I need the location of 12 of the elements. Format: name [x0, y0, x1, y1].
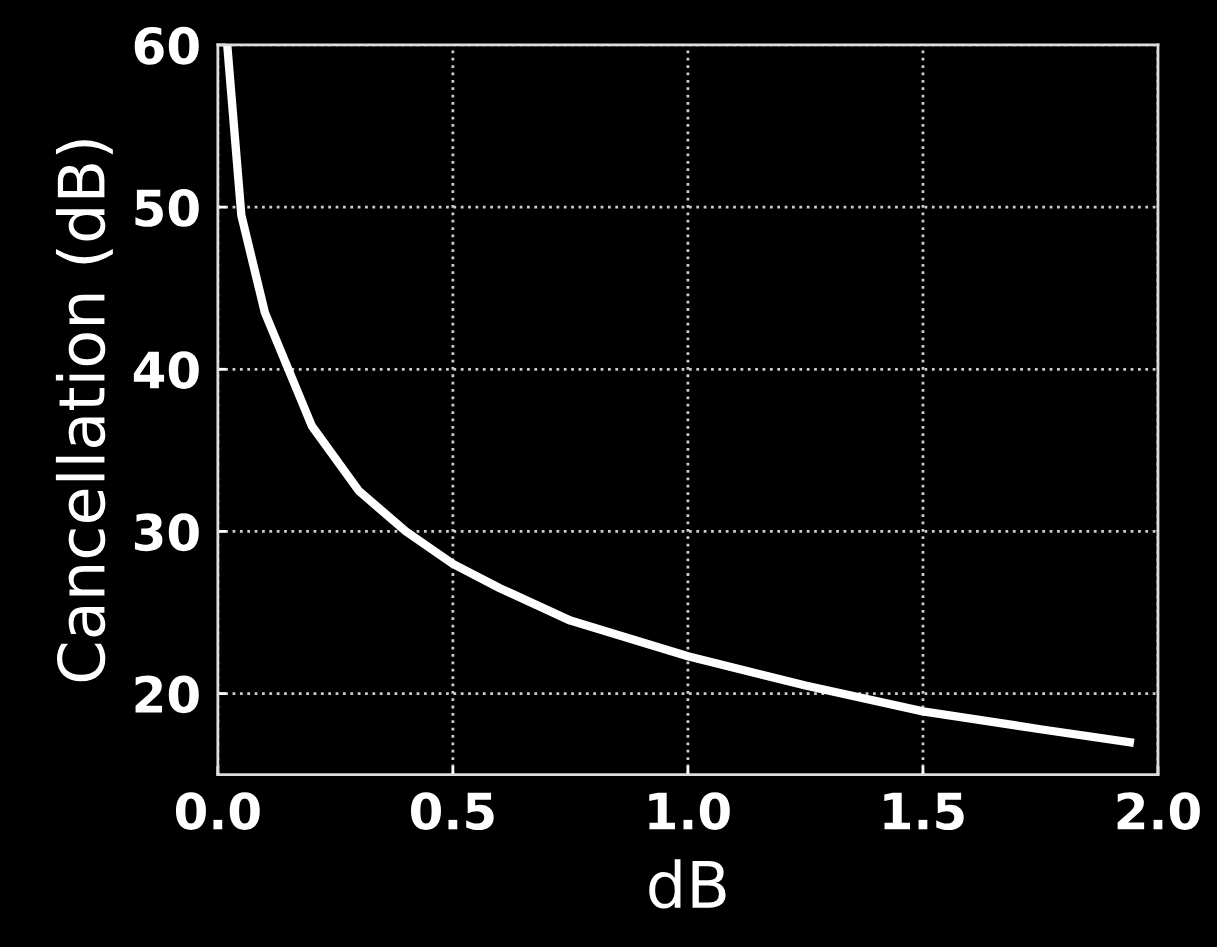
x-tick-label: 1.0	[649, 792, 730, 831]
x-tick-label: 0.0	[175, 792, 260, 831]
y-tick-label: 60	[134, 26, 199, 65]
y-tick-label: 20	[135, 675, 199, 714]
y-tick-label: 50	[135, 189, 199, 227]
x-axis-title: dB	[649, 859, 726, 909]
x-tick-label: 1.5	[884, 792, 964, 831]
y-tick-label: 40	[133, 351, 199, 389]
y-axis-title: Cancellation (dB)	[55, 140, 113, 682]
x-tick-label: 2.0	[1117, 792, 1200, 831]
y-tick-label: 30	[134, 513, 199, 552]
x-tick-label: 0.5	[410, 792, 494, 831]
